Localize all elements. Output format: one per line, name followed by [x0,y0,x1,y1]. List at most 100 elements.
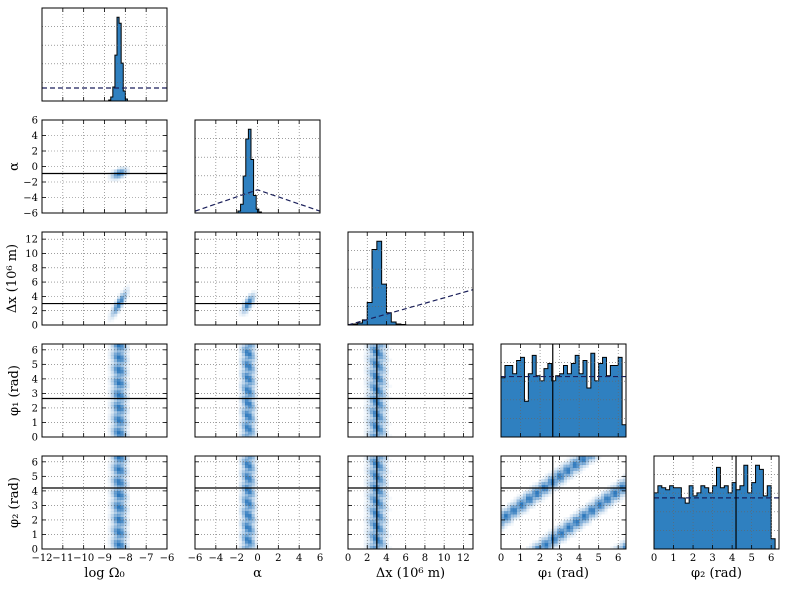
density-cell [238,402,243,406]
density-cell [363,361,368,365]
density-cell [245,361,249,365]
density-cell [123,493,127,497]
density-cell [601,499,605,503]
density-cell [238,528,243,532]
density-cell [120,505,124,509]
density-cell [123,399,127,403]
density-cell [382,393,386,397]
density-cell [245,470,249,474]
density-cell [113,508,118,512]
density-cell [241,476,246,480]
density-cell [254,505,258,509]
density-cell [504,522,508,527]
density-cell [248,546,252,549]
density-cell [107,352,112,356]
density-cell [245,422,249,426]
density-cell [238,482,243,486]
y-tick-label: 0 [32,545,38,556]
density-cell [126,355,130,359]
histogram-bars [235,128,265,213]
density-cell [363,502,368,506]
density-cell [251,381,255,385]
density-cell [379,428,383,432]
density-cell [107,178,112,182]
density-cell [622,537,626,541]
density-cell [238,310,243,314]
density-cell [545,497,548,500]
density-cell [379,485,383,489]
density-cell [373,390,377,394]
density-cell [366,528,371,532]
density-cell [376,470,380,474]
density-cell [123,410,127,415]
density-cell [123,425,127,429]
density-cell [366,413,371,417]
density-cell [607,493,611,497]
density-cell [110,178,115,182]
density-cell [369,384,374,388]
density-cell [126,428,130,432]
density-cell [363,393,368,397]
density-cell [566,461,571,466]
density-cell [572,461,577,466]
density-cell [613,546,617,549]
density-cell [382,407,386,412]
density-cell [366,543,371,547]
density-cell [248,307,252,311]
density-cell [594,505,599,509]
density-cell [241,313,246,317]
density-cell [113,537,118,541]
density-cell [123,349,127,354]
density-cell [569,519,574,524]
density-cell [123,496,127,500]
density-cell [522,499,527,503]
density-cell [254,546,258,549]
density-cell [251,531,255,535]
panel-frame [194,455,321,550]
density-cell [582,514,586,518]
density-cell [123,508,127,512]
density-cell [557,473,561,477]
density-cell [117,293,121,297]
density-cell [254,487,258,492]
density-cell [107,479,112,483]
density-cell [251,502,255,506]
density-cell [554,476,558,480]
density-cell [376,487,380,492]
density-cell [107,358,112,362]
density-cell [363,355,368,359]
density-cell [254,543,258,547]
density-cell [251,496,255,500]
density-cell [113,402,118,406]
density-cell [622,490,626,495]
density-cell [248,344,252,348]
density-cell [254,458,258,463]
density-cell [610,485,614,489]
density-cell [123,293,127,297]
density-cell [110,511,115,515]
density-cell [123,381,127,385]
density-cell [126,485,130,489]
density-cell [117,405,121,409]
density-cell [245,358,249,362]
density-cell [117,384,121,388]
density-cell [510,502,514,506]
density-cell [376,381,380,385]
density-cell [110,467,115,471]
density-cell [382,514,386,518]
density-cell [591,505,596,509]
density-cell [254,413,258,417]
density-cell [107,456,112,460]
density-cell [379,508,383,512]
density-cell [123,487,127,492]
density-cell [238,508,243,512]
density-cell [120,431,124,435]
density-cell [373,413,377,417]
density-cell [363,519,368,524]
density-cell [376,352,380,356]
density-cell [126,284,130,288]
density-cell [107,470,112,474]
density-cell [107,502,112,506]
density-cell [379,470,383,474]
density-cell [604,511,608,515]
